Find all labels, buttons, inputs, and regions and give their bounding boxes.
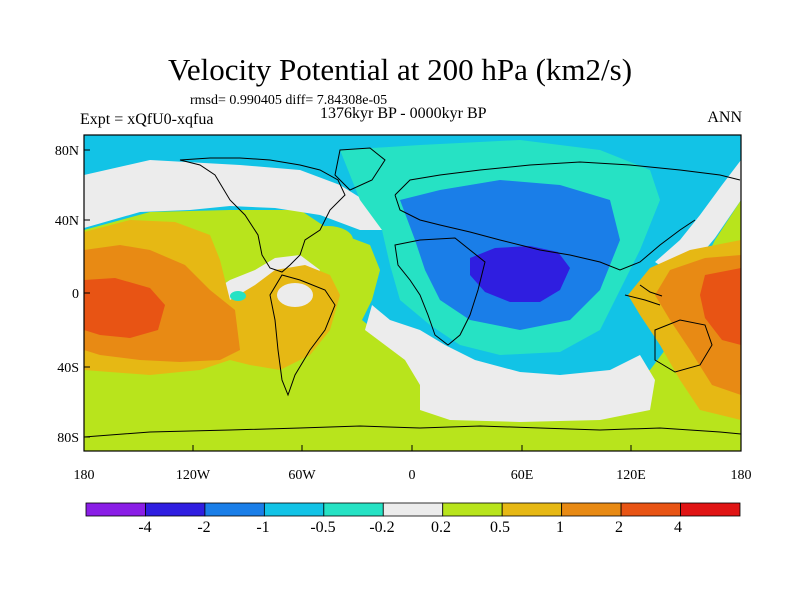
colorbar-label: 4 <box>674 519 682 536</box>
lon-label-60w: 60W <box>288 468 316 483</box>
lon-labels: 180 120W 60W 0 60E 120E 180 <box>74 468 752 483</box>
coastlines <box>84 147 741 438</box>
coast-north-america <box>179 157 346 273</box>
colorbar-swatch <box>382 502 444 517</box>
colorbar-labels: -4 -2 -1 -0.5 -0.2 0.2 0.5 1 2 4 <box>138 519 682 536</box>
coast-south-america <box>269 274 336 397</box>
lon-label-0: 0 <box>409 468 416 483</box>
lon-label-180w: 180 <box>74 468 95 483</box>
colorbar-swatch <box>85 502 146 517</box>
coast-africa <box>394 237 486 346</box>
season-label: ANN <box>707 109 742 126</box>
coast-eurasia <box>394 161 741 271</box>
field-cell-atlantic <box>277 283 313 307</box>
colorbar-swatch <box>204 502 265 517</box>
colorbar-label: 1 <box>556 519 564 536</box>
colorbar-swatch <box>680 502 741 517</box>
coast-greenland <box>334 147 386 191</box>
field-band-positive-west-core <box>84 278 165 338</box>
lat-ticks <box>84 149 90 438</box>
field-cell-pacific <box>230 291 246 301</box>
lat-label-40n: 40N <box>55 214 79 229</box>
field-band-neutral-east <box>655 160 741 272</box>
colorbar-swatch <box>263 502 325 517</box>
coast-australia <box>654 319 713 373</box>
stats-label: rmsd= 0.990405 diff= 7.84308e-05 <box>190 93 388 108</box>
coast-indonesia <box>624 284 663 306</box>
field-cell-northwest <box>303 226 353 254</box>
velocity-potential-field <box>84 135 741 451</box>
colorbar-swatch <box>442 502 503 517</box>
lon-label-120w: 120W <box>176 468 211 483</box>
field-band-neutral-south <box>365 305 655 422</box>
colorbar-swatch <box>501 502 563 517</box>
field-band-positive-east-core <box>700 268 741 345</box>
colorbar-label: 0.2 <box>431 519 451 536</box>
colorbar-label: -4 <box>138 519 151 536</box>
lat-labels: 80N 40N 0 40S 80S <box>55 144 79 446</box>
colorbar-label: -0.2 <box>369 519 394 536</box>
colorbar <box>85 502 741 517</box>
lat-label-eq: 0 <box>72 287 79 302</box>
field-band-strong-negative <box>470 246 570 302</box>
lon-label-60e: 60E <box>511 468 534 483</box>
colorbar-swatch <box>145 502 206 517</box>
coast-antarctica <box>84 425 741 438</box>
lat-label-40s: 40S <box>57 361 79 376</box>
colorbar-label: -1 <box>256 519 269 536</box>
lon-label-180e: 180 <box>731 468 752 483</box>
experiment-label: Expt = xQfU0-xqfua <box>80 111 214 128</box>
colorbar-label: -2 <box>197 519 210 536</box>
map-title: Velocity Potential at 200 hPa (km2/s) <box>167 52 633 87</box>
colorbar-label: 2 <box>615 519 623 536</box>
colorbar-swatch <box>620 502 681 517</box>
colorbar-label: 0.5 <box>490 519 510 536</box>
field-band-neutral-north <box>84 160 382 230</box>
period-label: 1376kyr BP - 0000kyr BP <box>320 105 487 122</box>
colorbar-swatch <box>561 502 622 517</box>
lon-ticks <box>83 445 742 451</box>
lat-label-80n: 80N <box>55 144 79 159</box>
lat-label-80s: 80S <box>57 431 79 446</box>
lon-label-120e: 120E <box>616 468 646 483</box>
colorbar-swatch <box>323 502 384 517</box>
colorbar-label: -0.5 <box>310 519 335 536</box>
